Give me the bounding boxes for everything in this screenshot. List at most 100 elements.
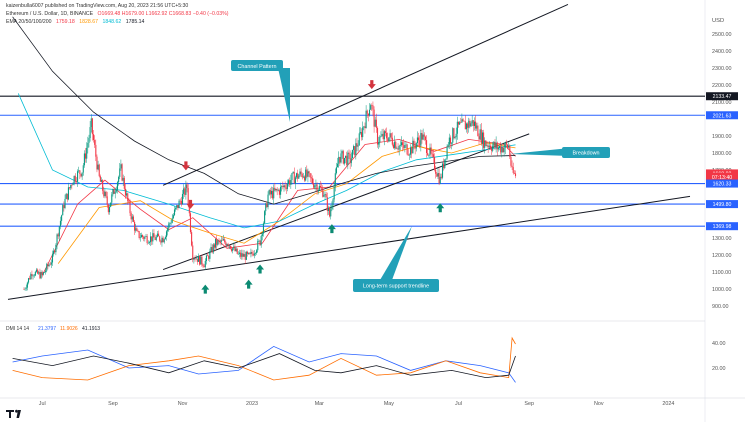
level-badge-label: 2133.47	[713, 94, 732, 100]
channel-callout-pointer	[278, 68, 290, 122]
candle-body	[71, 185, 73, 186]
candle-body	[362, 127, 364, 138]
candle-body	[307, 171, 309, 177]
level-badge-label: 2021.63	[713, 113, 732, 119]
level-badge-label: 1499.80	[713, 202, 732, 208]
candle-body	[250, 251, 252, 255]
dmi-plus-value: 21.3797	[38, 326, 56, 332]
candle-body	[87, 142, 89, 148]
candle-body	[246, 251, 249, 254]
candle-body	[142, 235, 144, 237]
candle-body	[230, 248, 233, 251]
candle-body	[396, 148, 398, 150]
candle-body	[427, 152, 429, 156]
candle-body	[237, 253, 239, 255]
candle-body	[262, 223, 265, 234]
price-tick: 2100.00	[712, 100, 732, 106]
level-badge-label: 1369.98	[713, 224, 732, 230]
candle-body	[103, 190, 105, 197]
candle-body	[398, 145, 400, 150]
candle-body	[335, 167, 338, 174]
level-badge	[706, 92, 738, 101]
time-tick: Sep	[524, 401, 534, 407]
candle-body	[113, 189, 115, 194]
price-axis-bg	[705, 0, 745, 422]
candle-body	[324, 194, 326, 196]
support-callout-pointer	[380, 226, 412, 280]
candle-body	[160, 240, 162, 243]
candle-body	[80, 173, 82, 177]
candle-body	[154, 237, 156, 240]
candle-body	[290, 179, 292, 185]
candle-body	[461, 119, 463, 123]
candle-body	[195, 258, 197, 260]
candle-body	[51, 254, 54, 263]
candle-body	[284, 185, 286, 188]
candle-body	[72, 183, 74, 186]
candle-body	[100, 180, 103, 182]
candle-body	[297, 173, 299, 179]
candle-body	[403, 145, 405, 148]
candle-body	[359, 132, 361, 134]
candle-body	[75, 181, 77, 182]
candle-body	[81, 172, 83, 177]
candle-body	[24, 288, 26, 290]
candle-body	[343, 157, 345, 164]
candle-body	[33, 275, 35, 277]
candle-body	[194, 258, 196, 260]
level-badges: 2133.472021.631668.8207:13:401620.331499…	[706, 92, 738, 231]
candle-body	[96, 156, 98, 170]
price-tick: 1900.00	[712, 134, 732, 140]
candle-body	[430, 147, 432, 154]
candle-body	[479, 129, 481, 140]
candle-body	[375, 119, 377, 128]
candle-body	[388, 137, 390, 142]
currency-label: USD	[712, 18, 724, 24]
candle-body	[129, 202, 131, 214]
candle-body	[446, 146, 448, 159]
candle-body	[506, 144, 509, 148]
time-tick: 2023	[246, 401, 258, 407]
candle-body	[431, 153, 433, 155]
ema-20-value: 1759.18	[56, 19, 75, 25]
candle-body	[253, 253, 255, 256]
candle-body	[238, 252, 241, 254]
candle-body	[56, 234, 58, 245]
candle-body	[301, 173, 303, 178]
publisher-line: kaizenbulla6007 published on TradingView…	[6, 3, 189, 9]
candle-body	[422, 134, 424, 140]
candle-body	[111, 194, 113, 203]
candle-body	[491, 148, 493, 151]
candle-body	[286, 184, 288, 189]
candle-body	[186, 184, 188, 189]
candle-body	[145, 236, 147, 237]
candle-body	[269, 190, 271, 195]
candle-body	[115, 189, 117, 192]
candle-body	[363, 126, 365, 128]
candle-body	[25, 287, 27, 289]
candle-body	[436, 173, 438, 177]
candle-body	[119, 168, 121, 177]
candle-body	[511, 165, 513, 168]
candle-body	[209, 251, 211, 259]
candle-body	[228, 245, 230, 247]
candle-body	[62, 205, 64, 216]
candle-body	[316, 184, 318, 192]
time-tick: 2024	[662, 401, 674, 407]
candle-body	[509, 145, 511, 157]
dmi-lines	[12, 336, 516, 383]
candle-body	[484, 140, 486, 148]
candle-body	[380, 135, 382, 137]
candle-body	[55, 244, 57, 253]
candle-body	[64, 198, 66, 209]
candle-body	[326, 197, 328, 211]
candle-body	[137, 231, 139, 232]
candle-body	[163, 239, 165, 243]
candle-body	[212, 244, 214, 253]
candle-body	[437, 173, 439, 177]
channel-callout-box	[231, 60, 283, 71]
candle-body	[94, 140, 96, 145]
candle-body	[131, 216, 133, 220]
candle-body	[39, 272, 41, 279]
